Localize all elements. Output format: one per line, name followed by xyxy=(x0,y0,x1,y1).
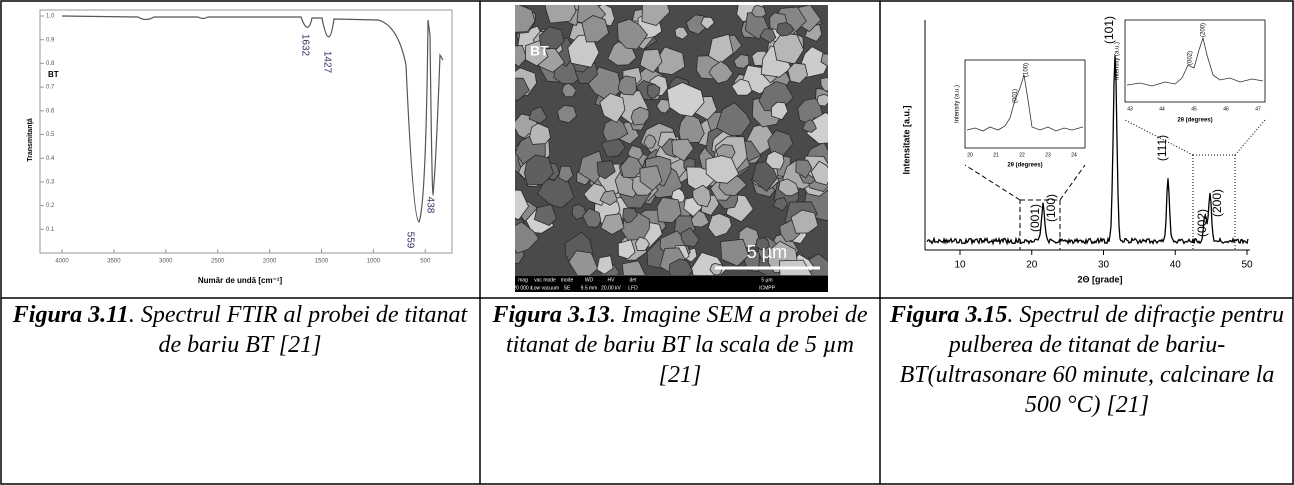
x-tick-label: 20 xyxy=(1026,260,1038,271)
peak-label: (111) xyxy=(1155,135,1169,161)
x-tick-label: 40 xyxy=(1170,260,1182,271)
caption: Figura 3.13. Imagine SEM a probei de tit… xyxy=(485,300,875,390)
inset-x-tick-label: 46 xyxy=(1223,106,1229,112)
inset-x-tick-label: 44 xyxy=(1159,106,1165,112)
inset-peak-label: (100) xyxy=(1024,63,1030,77)
y-tick-label: 0.4 xyxy=(46,156,55,162)
y-tick-label: 0.3 xyxy=(46,179,55,185)
caption-number: Figura 3.15 xyxy=(890,302,1007,328)
zoom-line xyxy=(1060,165,1085,200)
sample-label: BT xyxy=(48,70,59,79)
x-tick-label: 1000 xyxy=(367,259,381,265)
inset-peak-label: (200) xyxy=(1201,23,1207,37)
peak-label: 1632 xyxy=(299,34,310,57)
peak-label: 1427 xyxy=(321,51,332,74)
x-tick-label: 4000 xyxy=(55,259,69,265)
y-tick-label: 0.5 xyxy=(46,132,55,138)
y-tick-label: 0.2 xyxy=(46,203,55,209)
inset-x-tick-label: 23 xyxy=(1045,152,1051,158)
x-tick-label: 50 xyxy=(1241,260,1253,271)
info-header: vac mode xyxy=(534,277,556,283)
y-tick-label: 0.6 xyxy=(46,108,55,114)
y-tick-label: 0.7 xyxy=(46,85,55,91)
xrd-figure: Intensitate [a.u.] 2Θ [grade] (001) (100… xyxy=(901,16,1265,284)
peak-label: 438 xyxy=(424,197,435,214)
peak-label: (002) xyxy=(1195,209,1209,237)
inset-peak-label: (002) xyxy=(1188,51,1194,65)
y-axis-label: Intensitate [a.u.] xyxy=(901,105,911,174)
inset-x-tick-label: 43 xyxy=(1127,106,1133,112)
inset-frame xyxy=(1125,20,1265,102)
zoom-line xyxy=(965,165,1020,200)
x-tick-label: 500 xyxy=(420,259,431,265)
x-tick-label: 3000 xyxy=(159,259,173,265)
y-axis-label: Transmitanţă xyxy=(27,118,34,162)
x-tick-label: 3500 xyxy=(107,259,121,265)
x-axis-label: Număr de undă [cm⁻¹] xyxy=(198,276,283,285)
y-tick-label: 0.1 xyxy=(46,227,55,233)
caption-number: Figura 3.11 xyxy=(13,302,129,328)
caption: Figura 3.15. Spectrul de difracţie pentr… xyxy=(890,300,1284,420)
sample-label: BT xyxy=(530,43,549,59)
x-axis-label: 2Θ [grade] xyxy=(1077,274,1122,284)
caption: Figura 3.11. Spectrul FTIR al probei de … xyxy=(10,300,470,360)
caption-text: . Spectrul FTIR al probei de titanat de … xyxy=(129,302,467,358)
x-tick-label: 10 xyxy=(954,260,966,271)
inset-y-label: Intensity (a.u.) xyxy=(955,85,961,123)
inset-peak-label: (001) xyxy=(1013,89,1019,103)
grain xyxy=(817,94,830,106)
peak-label: 559 xyxy=(404,232,415,249)
x-tick-label: 2000 xyxy=(263,259,277,265)
inset-x-tick-label: 47 xyxy=(1255,106,1261,112)
zoom-line xyxy=(1235,120,1265,155)
y-tick-label: 1.0 xyxy=(46,14,55,20)
inset-y-label: Intensity (a.u.) xyxy=(1115,42,1121,80)
x-tick-label: 1500 xyxy=(315,259,329,265)
x-tick-label: 30 xyxy=(1098,260,1110,271)
info-value: SE xyxy=(564,285,571,291)
y-tick-label: 0.9 xyxy=(46,37,55,43)
info-header: mag xyxy=(518,277,528,283)
ftir-figure: BT Transmitanţă Număr de undă [cm⁻¹] 163… xyxy=(27,10,452,285)
info-value: 9.5 mm xyxy=(581,285,598,291)
info-value: Low vacuum xyxy=(531,285,559,291)
x-tick-label: 2500 xyxy=(211,259,225,265)
info-header: det xyxy=(630,277,638,283)
y-tick-label: 0.8 xyxy=(46,61,55,67)
inset-x-tick-label: 20 xyxy=(967,152,973,158)
peak-label: (101) xyxy=(1102,16,1116,44)
info-scale: 5 µm xyxy=(761,277,772,283)
inset-x-tick-label: 21 xyxy=(993,152,999,158)
page: BT Transmitanţă Număr de undă [cm⁻¹] 163… xyxy=(0,0,1294,485)
info-value: LFD xyxy=(628,285,638,291)
peak-label: (200) xyxy=(1210,189,1224,217)
info-value: 20.00 kV xyxy=(601,285,621,291)
plot-frame xyxy=(40,10,452,253)
inset-x-label: 2θ (degrees) xyxy=(1007,163,1042,169)
info-header: mode xyxy=(561,277,574,283)
peak-label: (100) xyxy=(1044,194,1058,222)
peak-label: (001) xyxy=(1028,204,1042,232)
info-lab: ICMPP xyxy=(759,285,776,291)
info-header: HV xyxy=(608,277,616,283)
scale-label: 5 µm xyxy=(747,242,787,262)
inset-x-tick-label: 45 xyxy=(1191,106,1197,112)
inset-x-tick-label: 24 xyxy=(1071,152,1077,158)
info-header: WD xyxy=(585,277,594,283)
caption-number: Figura 3.13 xyxy=(492,302,609,328)
inset-x-tick-label: 22 xyxy=(1019,152,1025,158)
inset-x-label: 2θ (degrees) xyxy=(1177,118,1212,124)
